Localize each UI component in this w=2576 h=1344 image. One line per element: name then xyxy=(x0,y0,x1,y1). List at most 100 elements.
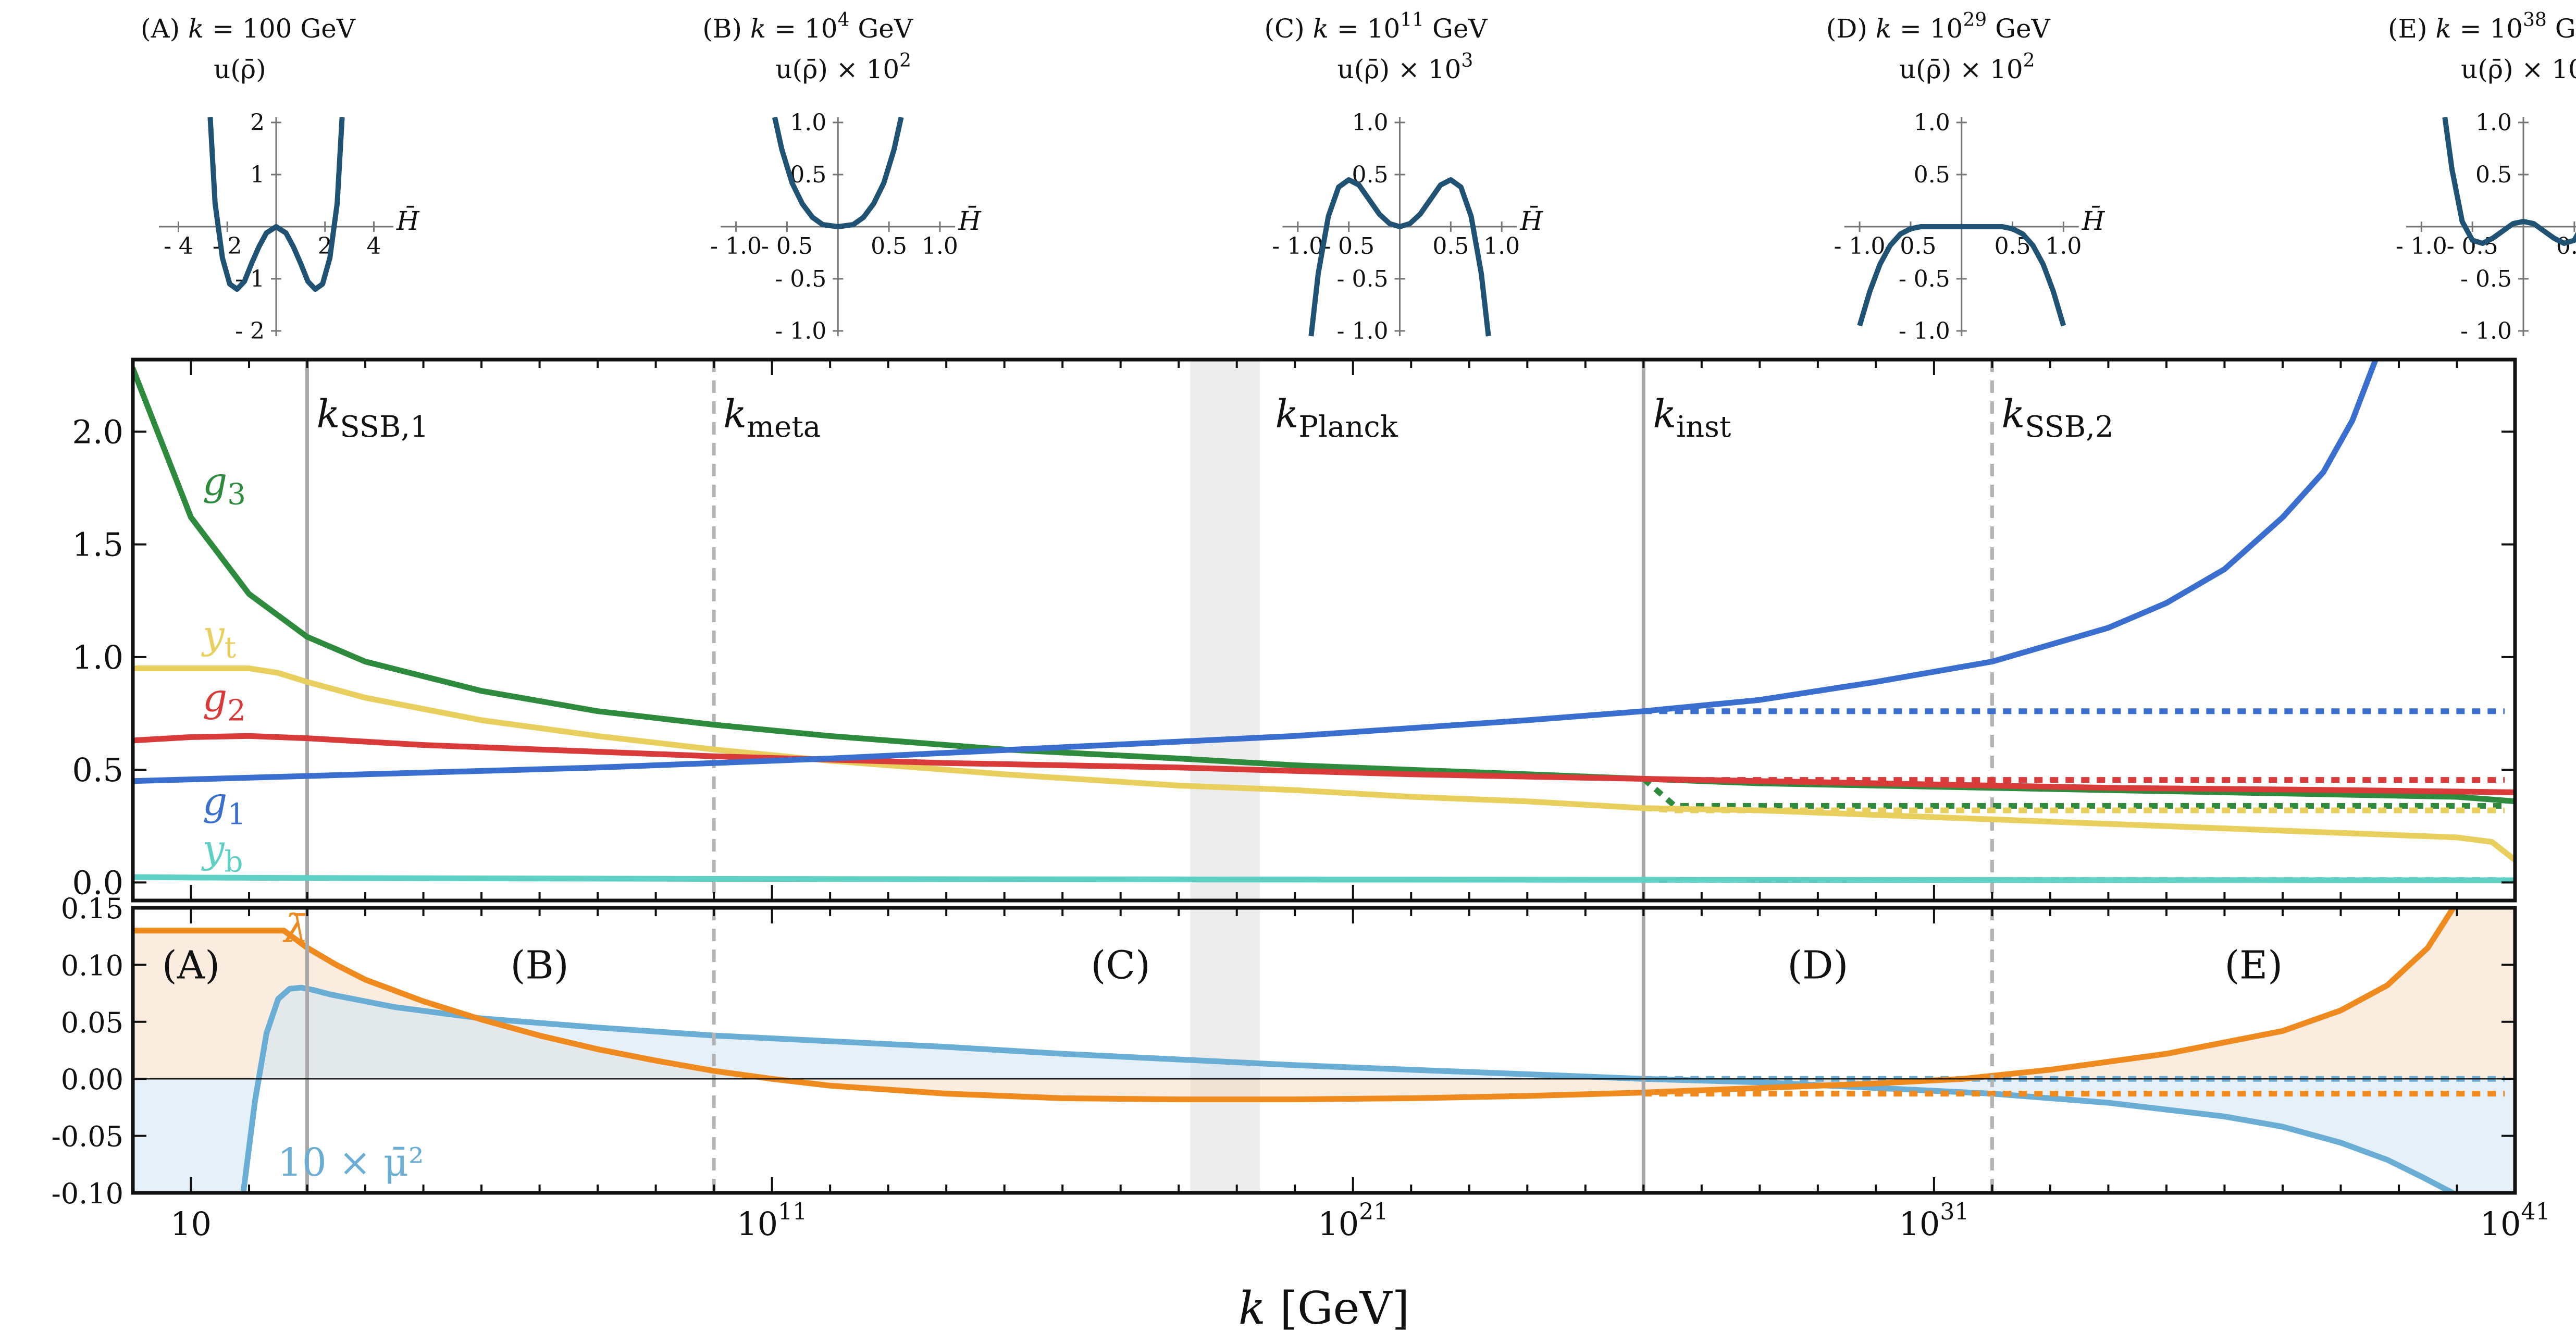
text-run: k xyxy=(1275,392,1298,437)
series-label-yb: yb xyxy=(201,827,243,879)
frozen-line-g2 xyxy=(1643,775,2505,783)
text-run: 21 xyxy=(1359,1199,1388,1225)
inset-y-tick-label: - 0.5 xyxy=(2460,266,2512,292)
text-run: = 100 xyxy=(204,14,292,44)
inset-x-tick-label: 0.5 xyxy=(871,233,907,260)
text-run: GeV xyxy=(1987,14,2050,44)
inset-x-tick-label: 0.5 xyxy=(2556,233,2576,260)
panel-frame xyxy=(131,906,2517,1195)
text-run: k xyxy=(317,392,340,437)
text-run: = 10 xyxy=(766,14,837,44)
text-run: 3 xyxy=(1461,50,1473,71)
inset-x-tick-label: - 1.0 xyxy=(1272,233,1323,260)
inset-E: (E) k = 1038 GeV u(ρ̄) × 103 - 1.0 - 0.5 0.5… xyxy=(2388,9,2576,344)
y-tick-label: 0.00 xyxy=(61,1063,123,1096)
text-run: u(ρ̄) xyxy=(214,54,266,84)
text-run: g xyxy=(203,460,227,504)
text-run: k xyxy=(723,392,747,437)
text-run: k xyxy=(2001,392,2025,437)
y-tick-label: -0.05 xyxy=(52,1120,123,1153)
region-label: (B) xyxy=(511,943,569,988)
inset-y-tick-label: 1.0 xyxy=(1914,109,1950,136)
text-run: u(ρ̄) × 10 xyxy=(775,54,899,84)
y-tick-label: 0.15 xyxy=(61,892,123,925)
inset-y-tick-label: - 1.0 xyxy=(2460,318,2512,344)
text-run: k xyxy=(188,14,204,44)
text-run: 2 xyxy=(2023,50,2035,71)
inset-x-tick-label: - 1.0 xyxy=(1834,233,1886,260)
text-run: k xyxy=(750,14,766,44)
planck-band xyxy=(1190,908,1260,1193)
inset-y-tick-label: 1 xyxy=(250,162,265,188)
inset-ylabel: u(ρ̄) xyxy=(214,54,266,84)
text-run: 3 xyxy=(227,478,246,512)
inset-y-tick-label: 0.5 xyxy=(2475,162,2512,188)
inset-title: (D) k = 1029 GeV xyxy=(1826,9,2051,44)
inset-curve xyxy=(2442,117,2576,246)
text-run: 10 xyxy=(1899,1205,1940,1243)
inset-y-tick-label: 1.0 xyxy=(2475,109,2512,136)
text-run: 2 xyxy=(227,694,246,728)
inset-y-tick-label: 0.5 xyxy=(1914,162,1950,188)
potential-parameters-panel: 0.15 0.10 0.05 0.00 -0.05 -0.10 (A) (B) (C) (D) (E… xyxy=(52,892,2517,1210)
text-run: 10 xyxy=(737,1205,778,1243)
inset-xlabel: H̄ xyxy=(1520,205,1544,236)
couplings-panel: 0.00.51.01.52.0 kSSB,1 kmeta kPlanck kinst kS… xyxy=(72,357,2517,903)
text-run: [GeV] xyxy=(1266,1283,1409,1335)
inset-y-tick-label: - 2 xyxy=(235,318,265,344)
inset-x-tick-label: 0.5 xyxy=(1432,233,1469,260)
text-run: u(ρ̄) × 10 xyxy=(2461,54,2576,84)
text-run: = 10 xyxy=(2451,14,2523,44)
inset-x-tick-label: 4 xyxy=(367,233,381,260)
planck-band xyxy=(1190,360,1260,901)
text-run: (A) xyxy=(141,14,188,44)
text-run: 1 xyxy=(227,798,246,832)
inset-y-tick-label: 0.5 xyxy=(790,162,826,188)
series-label-mu: 10 × μ̄² xyxy=(278,1140,424,1185)
inset-title: (B) k = 104 GeV xyxy=(702,9,913,44)
inset-y-tick-label: 1.0 xyxy=(1352,109,1389,136)
line-lambda_bar xyxy=(133,908,2457,1103)
x-tick-label: 1031 xyxy=(1899,1199,1969,1243)
inset-x-tick-label: - 4 xyxy=(164,233,193,260)
marker-label-k_meta: kmeta xyxy=(723,392,821,444)
line-g2 xyxy=(133,733,2515,795)
text-run: g xyxy=(203,676,227,721)
text-run: k xyxy=(1653,392,1676,437)
x-axis-label: k [GeV] xyxy=(1239,1283,1409,1335)
text-run: 4 xyxy=(838,9,850,31)
region-label: (A) xyxy=(162,943,220,988)
curves-group xyxy=(133,360,2515,883)
line-yt xyxy=(133,665,2515,863)
inset-x-tick-label: - 1.0 xyxy=(710,233,762,260)
text-run: y xyxy=(201,827,225,871)
y-tick-label: 1.5 xyxy=(72,526,123,564)
region-label: (C) xyxy=(1091,943,1150,988)
text-run: SSB,2 xyxy=(2025,410,2113,444)
text-run: k xyxy=(1876,14,1891,44)
text-run: 29 xyxy=(1963,9,1987,31)
text-run: y xyxy=(201,613,225,658)
text-run: 41 xyxy=(2521,1199,2550,1225)
region-label: (D) xyxy=(1787,943,1848,988)
x-tick-label: 1021 xyxy=(1318,1199,1388,1243)
y-tick-label: 0.5 xyxy=(72,751,123,789)
inset-y-tick-label: 1.0 xyxy=(790,109,826,136)
text-run: (C) xyxy=(1265,14,1313,44)
text-run: 10 xyxy=(2480,1205,2521,1243)
inset-x-tick-label: 1.0 xyxy=(1483,233,1520,260)
text-run: Planck xyxy=(1298,410,1398,444)
y-tick-label: 0.05 xyxy=(61,1006,123,1039)
inset-xlabel: H̄ xyxy=(958,205,982,236)
text-run: SSB,1 xyxy=(340,410,428,444)
inset-y-tick-label: - 0.5 xyxy=(775,266,826,292)
marker-label-k_SSB,1: kSSB,1 xyxy=(317,392,429,444)
marker-label-k_SSB,2: kSSB,2 xyxy=(2001,392,2113,444)
